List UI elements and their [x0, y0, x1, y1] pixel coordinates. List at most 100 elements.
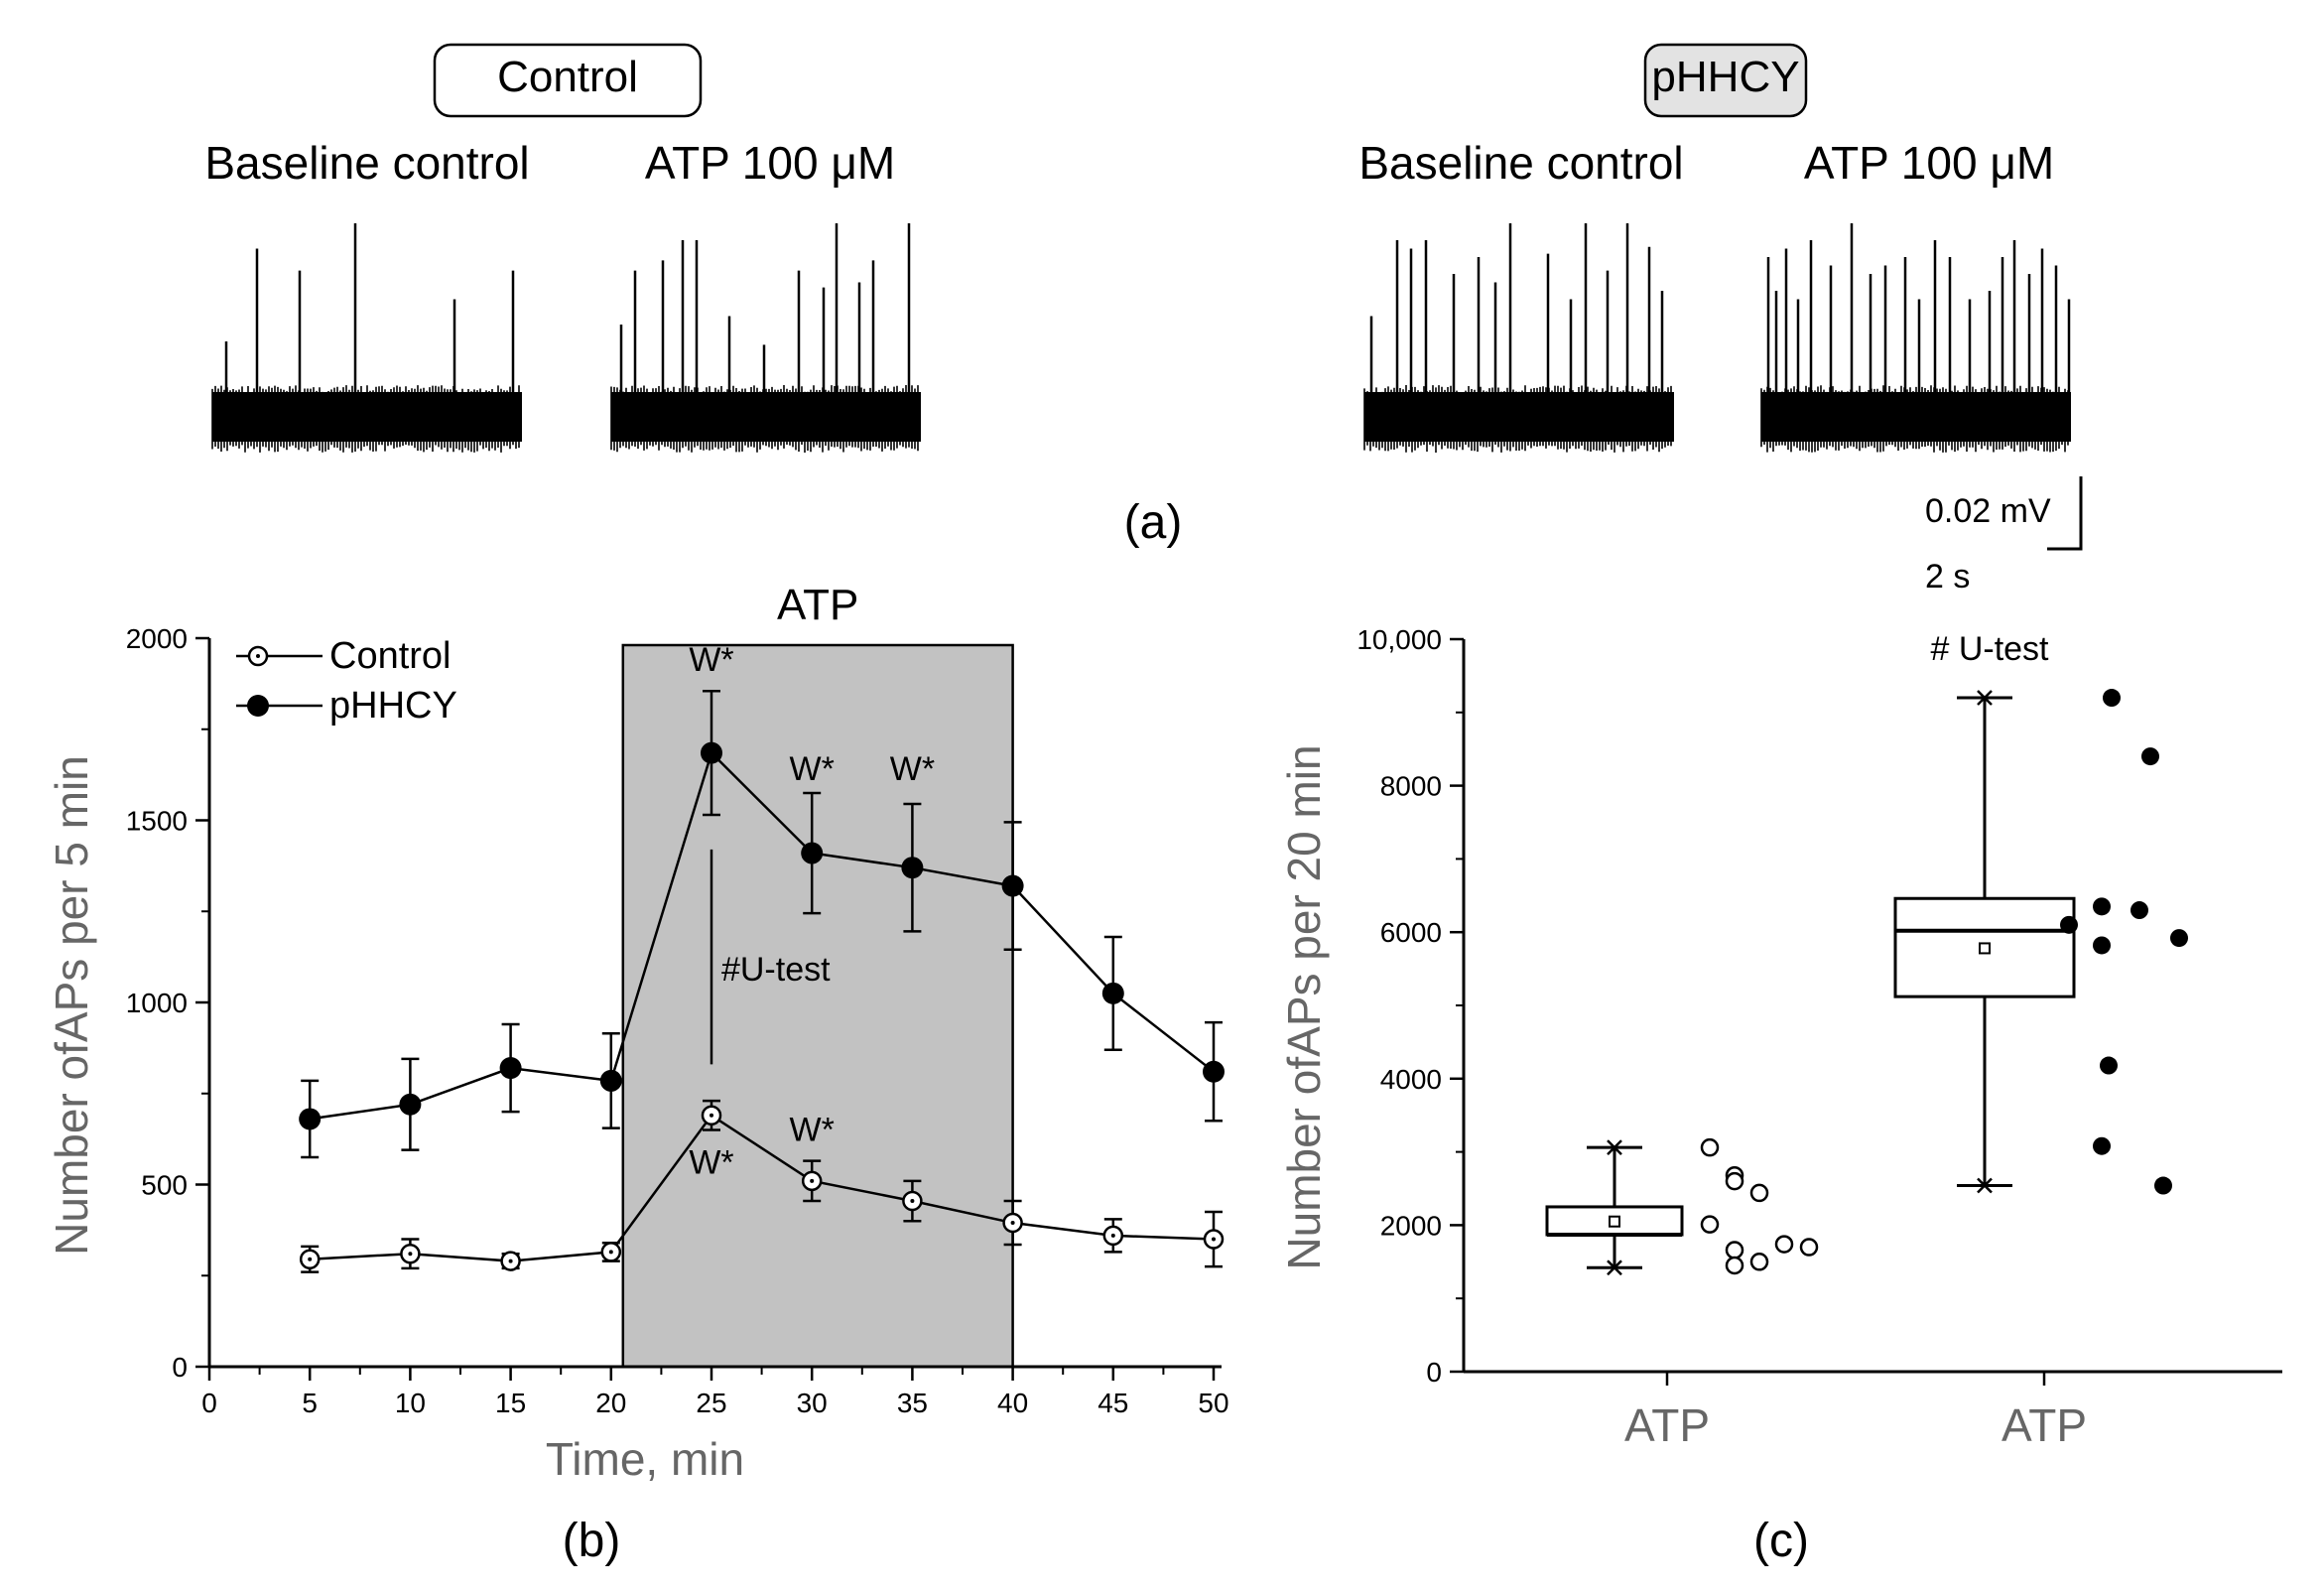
b-x-tick-label: 40: [997, 1388, 1028, 1418]
scalebar-time: 2 s: [1925, 558, 1970, 596]
scatter-point: [1725, 1256, 1744, 1275]
b-x-tick-label: 30: [797, 1388, 828, 1418]
scatter-point: [2060, 915, 2078, 934]
data-point-center: [608, 1250, 613, 1255]
atp-shaded-region: [621, 643, 1014, 1369]
legend-phhcy-marker: [247, 695, 269, 717]
data-point-center: [710, 1113, 713, 1118]
c-ticks: 0 2000 4000 6000 8000 10,000: [1356, 624, 2046, 1388]
legend: Control pHHCY: [236, 635, 457, 727]
data-point-center: [810, 1178, 815, 1183]
atp-region-label: ATP: [777, 581, 858, 629]
b-annotation: W*: [790, 1111, 835, 1148]
scatter-point: [1725, 1241, 1744, 1260]
data-point-pHHCY: [599, 1069, 622, 1092]
b-annotation: W*: [689, 641, 733, 679]
b-y-tick-label: 1500: [126, 806, 188, 837]
panel-label-b: (b): [563, 1515, 621, 1567]
scalebar-voltage: 0.02 mV: [1925, 492, 2051, 530]
b-x-tick-label: 25: [696, 1388, 726, 1418]
b-annotation: W*: [890, 750, 935, 788]
data-point-pHHCY: [499, 1057, 522, 1080]
data-point-pHHCY: [1203, 1060, 1225, 1083]
c-category-label: ATP: [1624, 1399, 1710, 1451]
extreme-marker: [1977, 690, 1993, 706]
c-boxes: [1545, 689, 2188, 1276]
extreme-marker: [1977, 1177, 1993, 1194]
scatter-point: [2103, 689, 2121, 708]
b-x-axis-label: Time, min: [546, 1433, 744, 1485]
scatter-point: [2130, 901, 2148, 920]
c-category-label: ATP: [2001, 1399, 2087, 1451]
c-y-tick-label: 0: [1426, 1357, 1442, 1388]
c-y-tick-label: 2000: [1380, 1210, 1442, 1241]
data-point-pHHCY: [399, 1093, 422, 1116]
data-point-center: [910, 1199, 915, 1204]
data-point-center: [408, 1252, 413, 1257]
control-title: Control: [497, 53, 638, 101]
data-point-pHHCY: [1101, 982, 1124, 1004]
legend-control-marker-dot: [256, 654, 260, 658]
scatter-point: [1749, 1253, 1769, 1271]
scatter-point: [1749, 1183, 1769, 1203]
b-x-tick-label: 15: [495, 1388, 526, 1418]
b-y-tick-label: 0: [172, 1352, 188, 1383]
c-y-axis-label: Number ofAPs per 20 min: [1278, 744, 1330, 1269]
scatter-point: [1799, 1238, 1819, 1257]
b-x-tick-label: 20: [595, 1388, 626, 1418]
data-point-center: [1212, 1237, 1216, 1242]
scatter-point: [1700, 1215, 1720, 1234]
trace-noise-jitter: [1760, 385, 2069, 453]
data-point-pHHCY: [801, 842, 824, 864]
b-series: [299, 689, 1225, 1273]
scatter-point: [1700, 1137, 1720, 1157]
b-x-tick-label: 5: [302, 1388, 318, 1418]
b-y-tick-label: 2000: [126, 623, 188, 654]
control-title-box: [433, 43, 703, 118]
b-x-tick-label: 0: [201, 1388, 217, 1418]
mean-marker: [1609, 1215, 1620, 1228]
c-annotation: # U-test: [1930, 630, 2049, 668]
scatter-point: [2141, 747, 2159, 766]
data-point-pHHCY: [701, 741, 722, 764]
scatter-point: [2100, 1056, 2118, 1075]
panel-a: Control pHHCY Baseline control ATP 100 μ…: [204, 43, 2083, 596]
b-annotation: #U-test: [721, 951, 831, 989]
scatter-point: [2093, 897, 2111, 916]
c-y-tick-label: 6000: [1380, 917, 1442, 948]
scatter-point: [2093, 1136, 2111, 1155]
scatter-point: [2154, 1176, 2172, 1195]
panel-c: 0 2000 4000 6000 8000 10,000 # U-test ATP ATP…: [1278, 624, 2282, 1567]
phhcy-title: pHHCY: [1651, 53, 1799, 101]
condition-label: Baseline control: [1358, 137, 1683, 189]
condition-label: ATP 100 μM: [645, 137, 895, 189]
b-x-tick-label: 35: [897, 1388, 928, 1418]
data-point-center: [308, 1257, 313, 1261]
condition-label: ATP 100 μM: [1804, 137, 2054, 189]
data-point-pHHCY: [299, 1108, 322, 1130]
condition-label: Baseline control: [204, 137, 529, 189]
c-y-tick-label: 4000: [1380, 1064, 1442, 1095]
b-x-tick-label: 10: [395, 1388, 426, 1418]
trace-noise-jitter: [1363, 385, 1672, 453]
series-line-pHHCY: [310, 750, 1215, 1121]
b-annotation: W*: [689, 1143, 733, 1181]
panel-label-c: (c): [1753, 1515, 1809, 1567]
b-x-tick-label: 50: [1198, 1388, 1228, 1418]
c-y-tick-label: 10,000: [1356, 624, 1442, 655]
b-y-axis-label: Number ofAPs per 5 min: [46, 755, 97, 1256]
extreme-marker: [1607, 1260, 1622, 1276]
data-point-pHHCY: [1001, 874, 1024, 897]
b-y-tick-label: 500: [141, 1170, 188, 1201]
extreme-marker: [1607, 1139, 1622, 1156]
b-x-tick-label: 45: [1097, 1388, 1128, 1418]
panel-label-a: (a): [1124, 496, 1183, 549]
b-y-tick-label: 1000: [126, 988, 188, 1018]
scatter-point: [2170, 929, 2188, 948]
scalebar: [2047, 476, 2083, 551]
data-point-pHHCY: [901, 857, 924, 879]
b-annotations: W* W* W* W* W* #U-test: [689, 641, 935, 1181]
series-line-Control: [310, 1114, 1215, 1262]
